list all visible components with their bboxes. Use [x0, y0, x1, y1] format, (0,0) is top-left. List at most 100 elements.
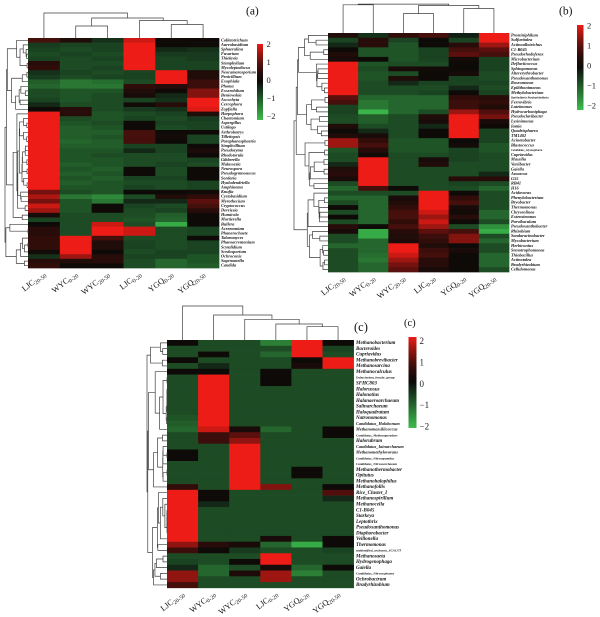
- heatmap-cell: [291, 386, 323, 393]
- heatmap-cell: [229, 437, 261, 445]
- heatmap-cell: [91, 162, 124, 168]
- row-dendrogram-branch: [21, 214, 28, 221]
- heatmap-cell: [418, 147, 450, 153]
- heatmap-cell: [478, 238, 510, 244]
- heatmap-cell: [291, 512, 323, 519]
- heatmap-cell: [123, 185, 156, 191]
- heatmap-cell: [155, 61, 188, 66]
- row-label: Colletotrichum: [221, 37, 248, 42]
- heatmap-cell: [388, 61, 419, 67]
- heatmap-cell: [229, 374, 261, 381]
- heatmap-cell: [155, 97, 188, 103]
- heatmap-cell: [418, 33, 450, 39]
- heatmap-cell: [59, 143, 93, 149]
- row-label: Altererythrobacter: [510, 71, 544, 76]
- heatmap-cell: [478, 114, 510, 120]
- heatmap-cell: [328, 114, 359, 120]
- heatmap-cell: [198, 564, 230, 571]
- heatmap-cell: [91, 42, 124, 48]
- heatmap-cell: [328, 80, 359, 86]
- heatmap-cell: [229, 461, 261, 468]
- heatmap-cell: [328, 200, 359, 206]
- heatmap-cell: [229, 426, 261, 433]
- row-label: Bacteroides: [355, 347, 380, 352]
- heatmap-cell: [187, 70, 220, 76]
- heatmap-cell: [328, 181, 359, 187]
- heatmap-cell: [291, 484, 323, 491]
- row-label: Natronomonas: [355, 416, 387, 421]
- heatmap-cell: [328, 248, 359, 254]
- heatmap-cell: [198, 495, 230, 502]
- heatmap-cell: [187, 194, 220, 200]
- heatmap-cell: [448, 52, 480, 58]
- heatmap-cell: [388, 99, 419, 106]
- heatmap-cell: [229, 466, 261, 473]
- row-label: Penicillium: [221, 74, 242, 79]
- heatmap-cell: [291, 530, 323, 537]
- heatmap-cell: [328, 152, 359, 158]
- row-label: Quadrisphaera: [511, 128, 539, 133]
- heatmap-cell: [229, 535, 261, 543]
- heatmap-cell: [187, 107, 220, 112]
- heatmap-cell: [322, 512, 354, 519]
- row-label: Variibacter: [511, 162, 531, 167]
- heatmap-cell: [418, 205, 450, 211]
- row-label: Candidatus_Nitrososphaera: [356, 572, 394, 576]
- heatmap-cell: [91, 235, 124, 241]
- row-label: G55: [511, 176, 519, 181]
- heatmap-cell: [198, 461, 230, 468]
- row-label: Acidovorax: [510, 190, 532, 195]
- heatmap-cell: [448, 71, 480, 77]
- heatmap-cell: [322, 478, 354, 485]
- heatmap-cell: [187, 185, 220, 191]
- heatmap-cell: [28, 176, 61, 181]
- heatmap-cell: [155, 166, 188, 172]
- heatmap-cell: [358, 205, 389, 211]
- heatmap-cell: [322, 472, 354, 479]
- heatmap-cell: [448, 257, 480, 263]
- row-label: Herbiconiux: [510, 243, 534, 248]
- heatmap-cell: [418, 214, 450, 220]
- row-dendrogram-branch: [317, 68, 328, 74]
- heatmap-cell: [167, 564, 199, 571]
- color-key: [408, 337, 417, 428]
- row-label: Bullera: [220, 221, 235, 226]
- heatmap-cell: [198, 570, 230, 577]
- heatmap-cell: [187, 102, 220, 108]
- row-dendrogram-branch: [318, 207, 328, 219]
- heatmap-cell: [91, 107, 124, 112]
- heatmap-cell: [478, 47, 510, 53]
- heatmap-cell: [448, 37, 480, 43]
- heatmap-cell: [59, 226, 93, 232]
- row-label: Hyalodendriella: [220, 180, 250, 185]
- heatmap-cell: [478, 42, 510, 48]
- row-label: Knufia: [220, 189, 234, 194]
- heatmap-cell: [448, 157, 480, 163]
- heatmap-cell: [291, 380, 323, 387]
- heatmap-cell: [358, 80, 389, 86]
- heatmap-cell: [291, 535, 323, 543]
- heatmap-cell: [28, 56, 61, 62]
- heatmap-cell: [448, 195, 480, 201]
- heatmap-cell: [291, 363, 323, 370]
- row-dendrogram-branch: [309, 51, 328, 60]
- heatmap-cell: [187, 97, 220, 103]
- heatmap-cell: [260, 403, 292, 410]
- heatmap-cell: [155, 79, 188, 85]
- row-label: Leptothrix: [355, 520, 378, 525]
- color-key-bar: [577, 25, 584, 110]
- heatmap-cell: [167, 351, 199, 358]
- heatmap-cell: [59, 61, 93, 66]
- heatmap-cell: [28, 139, 61, 145]
- row-label: C1-B045: [356, 508, 375, 513]
- row-label: Halorussus: [355, 387, 380, 392]
- row-label: Diaphorobacter: [355, 531, 389, 536]
- heatmap-cell: [198, 340, 230, 347]
- heatmap-cell: [291, 357, 323, 364]
- heatmap-cell: [328, 214, 359, 220]
- heatmap-cell: [418, 233, 450, 239]
- heatmap-cell: [155, 84, 188, 89]
- heatmap-cell: [322, 466, 354, 473]
- heatmap-cell: [59, 208, 93, 214]
